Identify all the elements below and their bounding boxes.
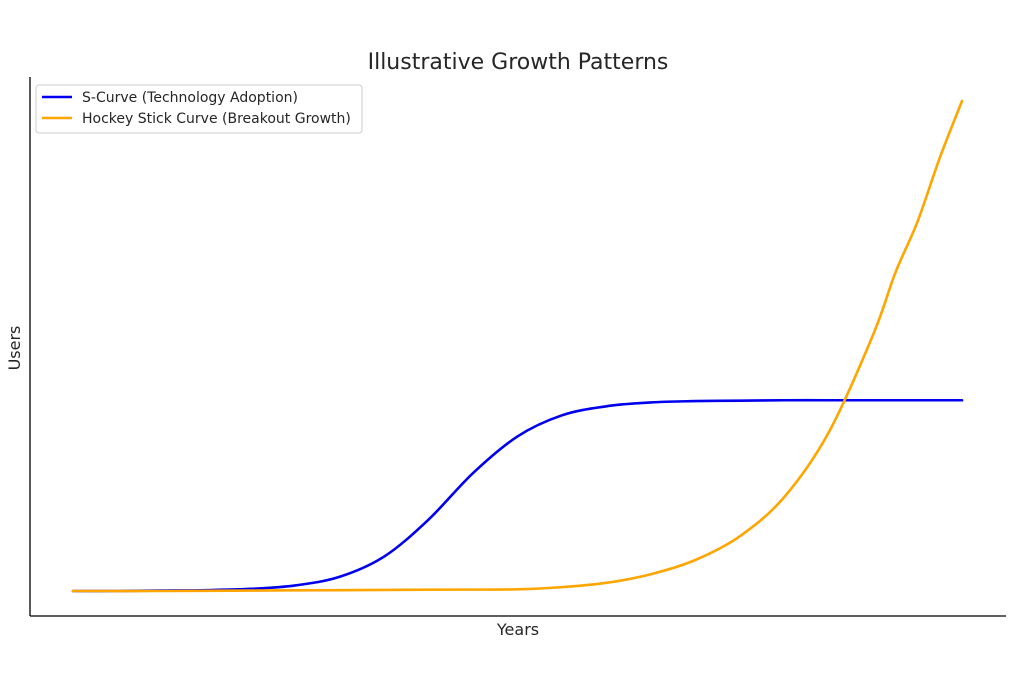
legend-box (35, 84, 363, 134)
legend-label-hockey-stick: Hockey Stick Curve (Breakout Growth) (82, 111, 351, 127)
series-line-hockey-stick (71, 99, 964, 593)
legend: S-Curve (Technology Adoption) Hockey Sti… (35, 84, 363, 134)
y-axis-label: Users (5, 326, 24, 371)
series-layer (71, 99, 964, 593)
x-axis-label: Years (496, 620, 539, 639)
series-line-s-curve (71, 398, 964, 593)
chart-title: Illustrative Growth Patterns (368, 50, 669, 75)
legend-label-s-curve: S-Curve (Technology Adoption) (82, 90, 298, 106)
